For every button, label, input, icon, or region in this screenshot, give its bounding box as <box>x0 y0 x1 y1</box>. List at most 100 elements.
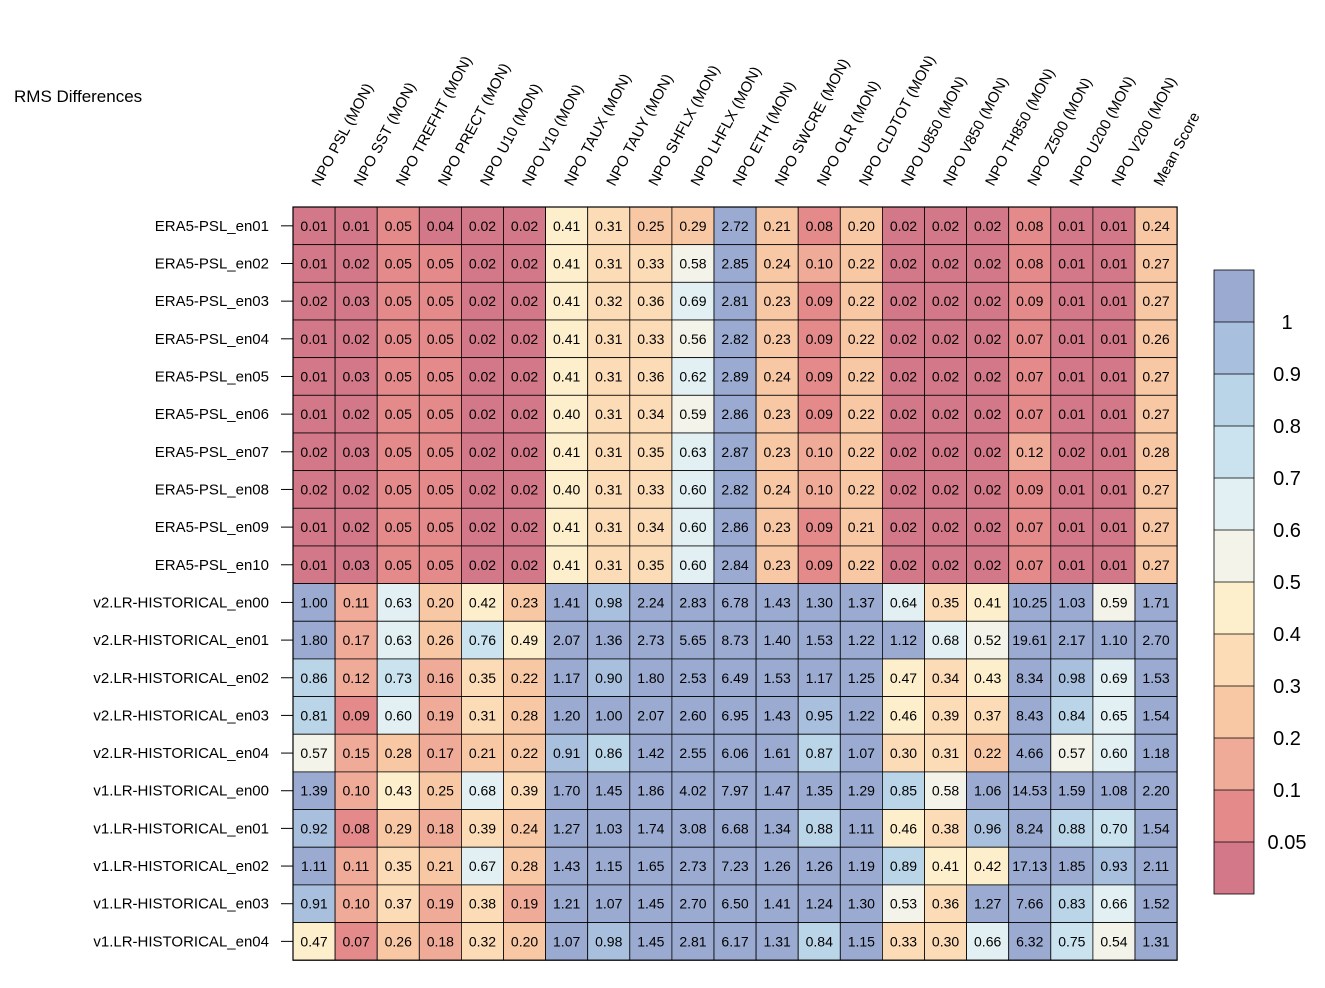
heatmap-cell <box>1134 809 1178 848</box>
colorbar-bin <box>1214 270 1254 322</box>
heatmap-cell <box>418 319 462 359</box>
cell-value-label: 0.01 <box>1100 331 1127 347</box>
heatmap-cell <box>418 620 462 660</box>
cell-value-label: 1.07 <box>848 745 875 761</box>
heatmap-cell <box>924 432 967 472</box>
heatmap-cell <box>1050 583 1094 622</box>
heatmap-cell <box>629 696 673 735</box>
heatmap-cell <box>545 244 589 283</box>
cell-value-label: 0.84 <box>1058 707 1085 723</box>
cell-value-label: 2.60 <box>679 707 706 723</box>
cell-value-label: 0.22 <box>848 481 875 497</box>
cell-value-label: 0.12 <box>1016 444 1043 460</box>
heatmap-cell <box>966 884 1010 923</box>
cell-value-label: 0.02 <box>511 218 538 234</box>
cell-value-label: 2.86 <box>721 519 748 535</box>
cell-value-label: 2.20 <box>1142 783 1169 799</box>
cell-value-label: 0.22 <box>848 444 875 460</box>
heatmap-cell <box>713 884 757 923</box>
cell-value-label: 0.01 <box>343 218 370 234</box>
cell-value-label: 0.59 <box>1100 594 1127 610</box>
heatmap-cell <box>460 846 504 886</box>
cell-value-label: 0.22 <box>848 255 875 271</box>
heatmap-cell <box>503 658 546 697</box>
heatmap-cell <box>545 394 589 434</box>
row-label: ERA5-PSL_en05 <box>155 368 269 385</box>
cell-value-label: 7.66 <box>1016 896 1043 912</box>
cell-value-label: 2.70 <box>679 896 706 912</box>
cell-value-label: 0.31 <box>595 218 622 234</box>
cell-value-label: 0.02 <box>974 519 1001 535</box>
heatmap-cell <box>545 884 589 923</box>
cell-value-label: 0.16 <box>427 670 454 686</box>
heatmap-cell <box>882 357 925 396</box>
colorbar: 1 0.9 0.8 0.7 0.6 0.5 0.4 0.3 0.2 0.1 0.05 <box>1213 269 1307 895</box>
cell-value-label: 1.70 <box>553 783 580 799</box>
cell-value-label: 0.60 <box>679 519 706 535</box>
cell-value-label: 0.09 <box>1016 481 1043 497</box>
cell-value-label: 0.01 <box>1100 406 1127 422</box>
cell-value-label: 0.85 <box>890 783 917 799</box>
cell-value-label: 0.24 <box>764 368 791 384</box>
cell-value-label: 0.02 <box>890 218 917 234</box>
heatmap-cell <box>1134 319 1178 359</box>
cell-value-label: 0.01 <box>300 519 327 535</box>
cell-value-label: 0.98 <box>595 933 622 949</box>
cell-value-label: 0.42 <box>469 594 496 610</box>
cell-value-label: 0.01 <box>1100 557 1127 573</box>
cell-value-label: 0.67 <box>469 858 496 874</box>
cell-value-label: 0.02 <box>300 444 327 460</box>
heatmap-cell <box>882 319 925 359</box>
colorbar-label: 0.05 <box>1268 832 1307 854</box>
colorbar-bin <box>1214 322 1254 374</box>
cell-value-label: 0.12 <box>343 670 370 686</box>
heatmap-cell <box>334 545 378 585</box>
heatmap-cell <box>292 206 336 246</box>
colorbar-bin <box>1214 374 1254 426</box>
heatmap-cell <box>755 281 799 321</box>
heatmap-cell <box>1050 470 1094 509</box>
cell-value-label: 0.46 <box>890 820 917 836</box>
cell-value-label: 0.02 <box>890 557 917 573</box>
heatmap-cell <box>1050 281 1094 321</box>
cell-value-label: 0.09 <box>806 406 833 422</box>
heatmap-cell <box>1092 733 1136 773</box>
cell-value-label: 0.05 <box>427 255 454 271</box>
heatmap-cell <box>334 470 378 509</box>
cell-value-label: 0.52 <box>974 632 1001 648</box>
cell-value-label: 6.49 <box>721 670 748 686</box>
cell-value-label: 0.88 <box>1058 820 1085 836</box>
cell-value-label: 0.93 <box>1100 858 1127 874</box>
heatmap-cell <box>334 733 378 773</box>
cell-value-label: 0.01 <box>1100 255 1127 271</box>
cell-value-label: 0.31 <box>469 707 496 723</box>
cell-value-label: 0.39 <box>469 820 496 836</box>
cell-value-label: 0.02 <box>932 368 959 384</box>
cell-value-label: 0.75 <box>1058 933 1085 949</box>
cell-value-label: 0.21 <box>427 858 454 874</box>
cell-value-label: 0.66 <box>974 933 1001 949</box>
cell-value-label: 7.23 <box>721 858 748 874</box>
heatmap-cell <box>376 394 420 434</box>
cell-value-label: 0.43 <box>974 670 1001 686</box>
cell-value-label: 0.60 <box>679 557 706 573</box>
cell-value-label: 0.27 <box>1142 406 1169 422</box>
heatmap-cell <box>882 620 925 660</box>
cell-value-label: 0.02 <box>974 444 1001 460</box>
row-label: v1.LR-HISTORICAL_en01 <box>93 820 269 837</box>
cell-value-label: 0.05 <box>427 293 454 309</box>
cell-value-label: 0.28 <box>1142 444 1169 460</box>
cell-value-label: 2.89 <box>721 368 748 384</box>
cell-value-label: 1.00 <box>300 594 327 610</box>
cell-value-label: 1.34 <box>764 820 791 836</box>
heatmap-cell <box>1092 583 1136 622</box>
cell-value-label: 0.34 <box>932 670 959 686</box>
cell-value-label: 0.28 <box>385 745 412 761</box>
cell-value-label: 1.42 <box>637 745 664 761</box>
row-label: v2.LR-HISTORICAL_en01 <box>93 632 269 649</box>
heatmap-cell <box>1134 206 1178 246</box>
colorbar-bin <box>1214 738 1254 790</box>
cell-value-label: 0.91 <box>300 896 327 912</box>
colorbar-border <box>1213 269 1255 895</box>
heatmap-cell <box>671 394 715 434</box>
